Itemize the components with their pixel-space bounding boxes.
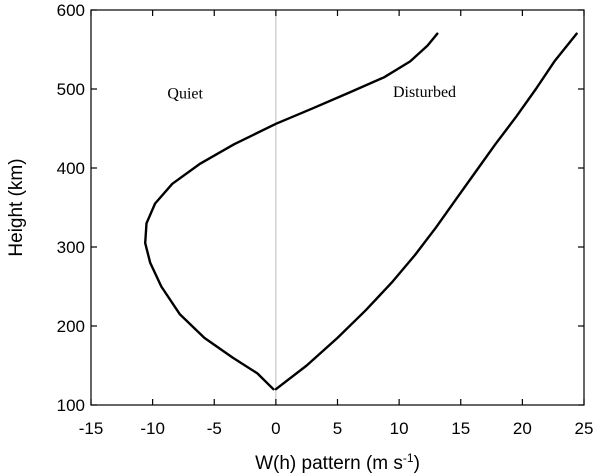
tick-labels: -15 -10 -5 0 5 10 15 20 25 100 200 300 400 500 600: [57, 1, 594, 438]
plot-frame: [90, 9, 585, 406]
y-tick-label: 200: [57, 317, 85, 336]
x-axis-title-end: ): [414, 453, 420, 474]
y-tick-label: 600: [57, 1, 85, 20]
x-tick-label: -10: [140, 419, 165, 438]
x-tick-label: -15: [79, 419, 104, 438]
series-label-quiet: Quiet: [167, 85, 203, 102]
x-tick-label: -5: [207, 419, 222, 438]
y-tick-label: 300: [57, 238, 85, 257]
x-tick-label: 20: [513, 419, 532, 438]
series-line-disturbed: [274, 32, 578, 391]
x-tick-label: 25: [575, 419, 594, 438]
series-label-disturbed: Disturbed: [393, 84, 456, 101]
y-tick-label: 500: [57, 80, 85, 99]
x-axis-title: W(h) pattern (m s-1): [255, 451, 420, 474]
y-tick-label: 100: [57, 396, 85, 415]
x-axis-title-superscript: -1: [403, 451, 414, 465]
series-group: [143, 32, 578, 391]
x-tick-label: 10: [390, 419, 409, 438]
x-tick-label: 15: [451, 419, 470, 438]
x-tick-label: 5: [333, 419, 342, 438]
x-axis-title-main: W(h) pattern (m s: [255, 453, 403, 474]
x-tick-label: 0: [271, 419, 280, 438]
series-labels: Quiet Disturbed: [167, 84, 456, 103]
series-line-quiet: [143, 32, 439, 391]
axis-ticks: [90, 9, 585, 406]
y-axis-title: Height (km): [6, 158, 27, 256]
y-tick-label: 400: [57, 159, 85, 178]
